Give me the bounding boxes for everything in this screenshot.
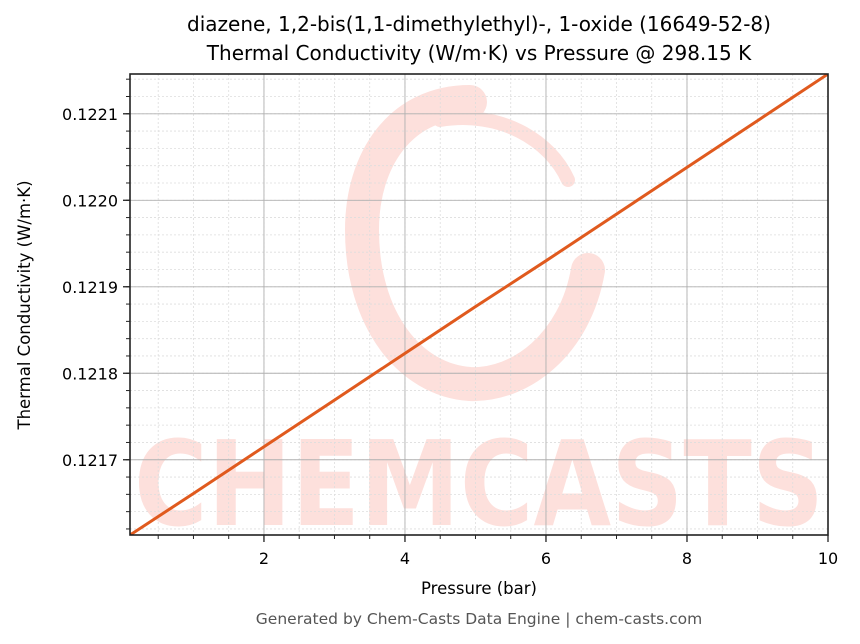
- y-axis: 0.1217 0.1218 0.1219 0.1220 0.1221: [62, 78, 130, 530]
- y-tick-label: 0.1217: [62, 451, 118, 470]
- series-line: [130, 74, 828, 535]
- x-tick-label: 10: [818, 549, 838, 568]
- x-axis: 2 4 6 8 10: [157, 535, 838, 568]
- x-tick-label: 8: [682, 549, 692, 568]
- chart-title: diazene, 1,2-bis(1,1-dimethylethyl)-, 1-…: [187, 12, 771, 36]
- x-tick-label: 6: [541, 549, 551, 568]
- y-axis-label: Thermal Conductivity (W/m·K): [15, 180, 34, 430]
- y-tick-label: 0.1219: [62, 278, 118, 297]
- y-tick-label: 0.1218: [62, 364, 118, 383]
- chart-subtitle: Thermal Conductivity (W/m·K) vs Pressure…: [206, 41, 752, 65]
- y-tick-label: 0.1221: [62, 105, 118, 124]
- footer-credit: Generated by Chem-Casts Data Engine | ch…: [256, 610, 702, 628]
- watermark: CHEMCASTS: [134, 85, 824, 553]
- watermark-text: CHEMCASTS: [134, 415, 824, 553]
- x-tick-label: 2: [259, 549, 269, 568]
- x-axis-label: Pressure (bar): [421, 579, 537, 598]
- plot-area: CHEMCASTS: [129, 73, 829, 553]
- data-series: [130, 74, 828, 535]
- y-tick-label: 0.1220: [62, 191, 118, 210]
- x-tick-label: 4: [400, 549, 410, 568]
